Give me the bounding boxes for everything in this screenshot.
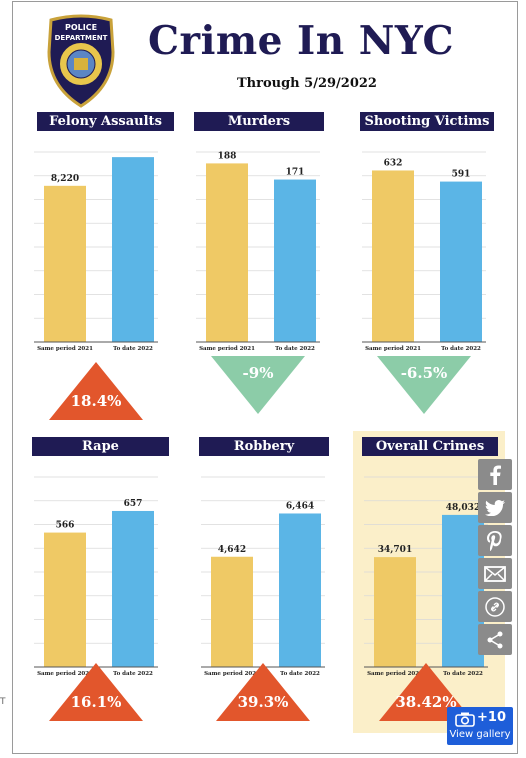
data-label: 8,220 <box>51 174 79 184</box>
category-label: Same period 2021 <box>204 671 260 677</box>
bar-2022 <box>112 157 154 342</box>
bar-chart: 4,642 Same period 2021 6,464 To date 2022 <box>201 476 325 677</box>
category-label: Same period 2021 <box>37 671 93 677</box>
category-label: To date 2022 <box>443 671 483 677</box>
category-label: Same period 2021 <box>367 671 423 677</box>
data-label: 34,701 <box>378 545 412 555</box>
change-triangle-shape <box>379 663 473 721</box>
gallery-label: View gallery <box>449 729 511 740</box>
camera-icon <box>455 712 475 727</box>
data-label: 4,642 <box>218 545 246 555</box>
data-label: 657 <box>124 499 143 509</box>
copy-link-button[interactable] <box>478 591 512 622</box>
pinterest-share-button[interactable] <box>478 525 512 556</box>
category-label: Same period 2021 <box>199 346 255 352</box>
category-label: To date 2022 <box>275 346 315 352</box>
chart-title: Shooting Victims <box>360 112 494 131</box>
increase-triangle: 38.42% <box>379 663 473 721</box>
percent-change: 18.4% <box>70 392 122 410</box>
change-triangle-shape <box>49 663 143 721</box>
chart-title: Rape <box>32 437 169 456</box>
change-triangle-shape <box>211 356 305 414</box>
nypd-badge-logo: POLICE DEPARTMENT <box>43 14 119 108</box>
percent-change: 16.1% <box>70 693 122 711</box>
data-label: 591 <box>452 170 471 180</box>
view-gallery-button[interactable]: +10 View gallery <box>447 707 513 745</box>
chart-title: Robbery <box>199 437 329 456</box>
svg-text:DEPARTMENT: DEPARTMENT <box>55 34 108 42</box>
share-icon <box>487 631 503 648</box>
bar-2021 <box>44 532 86 667</box>
bar-chart: 188 Same period 2021 171 To date 2022 <box>196 151 320 352</box>
bar-chart: 8,220 Same period 2021 To date 2022 <box>34 151 158 352</box>
email-icon <box>484 565 506 582</box>
category-label: Same period 2021 <box>365 346 421 352</box>
facebook-share-button[interactable] <box>478 459 512 490</box>
chart-title: Overall Crimes <box>362 437 498 456</box>
category-label: To date 2022 <box>113 671 153 677</box>
data-label: 171 <box>286 168 305 178</box>
email-share-button[interactable] <box>478 558 512 589</box>
bar-2021 <box>374 557 416 667</box>
category-label: To date 2022 <box>113 346 153 352</box>
bar-2022 <box>279 513 321 667</box>
bar-2022 <box>440 181 482 342</box>
percent-change: -6.5% <box>400 364 448 382</box>
decrease-triangle: -6.5% <box>377 356 471 414</box>
decrease-triangle: -9% <box>211 356 305 414</box>
link-icon <box>485 596 505 617</box>
chart-title: Felony Assaults <box>37 112 174 131</box>
page-title: Crime In NYC <box>148 18 455 64</box>
bar-2021 <box>44 185 86 342</box>
gallery-count: +10 <box>477 710 506 725</box>
chart-title: Murders <box>194 112 324 131</box>
change-triangle-shape <box>216 663 310 721</box>
data-label: 632 <box>384 158 403 168</box>
bar-2022 <box>442 514 484 667</box>
page-subtitle: Through 5/29/2022 <box>237 76 377 91</box>
increase-triangle: 16.1% <box>49 663 143 721</box>
change-triangle-shape <box>49 362 143 420</box>
more-share-button[interactable] <box>478 624 512 655</box>
bar-2021 <box>372 170 414 342</box>
bar-2021 <box>206 163 248 342</box>
bar-2022 <box>274 179 316 342</box>
twitter-share-button[interactable] <box>478 492 512 523</box>
bar-2021 <box>211 556 253 667</box>
bar-2022 <box>112 510 154 667</box>
bar-chart: 34,701 Same period 2021 48,032 To date 2022 <box>364 476 488 677</box>
share-bar <box>478 459 514 657</box>
data-label: 6,464 <box>286 501 314 511</box>
facebook-icon <box>490 465 501 485</box>
pinterest-icon <box>487 530 502 551</box>
change-triangle-shape <box>377 356 471 414</box>
percent-change: 39.3% <box>237 693 289 711</box>
twitter-icon <box>485 499 505 516</box>
svg-text:POLICE: POLICE <box>65 23 97 32</box>
category-label: To date 2022 <box>441 346 481 352</box>
bar-chart: 566 Same period 2021 657 To date 2022 <box>34 476 158 677</box>
bar-chart: 632 Same period 2021 591 To date 2022 <box>362 151 486 352</box>
data-label: 48,032 <box>446 503 480 513</box>
data-label: 566 <box>56 521 75 531</box>
category-label: Same period 2021 <box>37 346 93 352</box>
percent-change: 38.42% <box>395 693 457 711</box>
data-label: 188 <box>218 151 237 161</box>
stray-text: T <box>0 697 6 707</box>
category-label: To date 2022 <box>280 671 320 677</box>
increase-triangle: 39.3% <box>216 663 310 721</box>
increase-triangle: 18.4% <box>49 362 143 420</box>
percent-change: -9% <box>242 364 274 382</box>
